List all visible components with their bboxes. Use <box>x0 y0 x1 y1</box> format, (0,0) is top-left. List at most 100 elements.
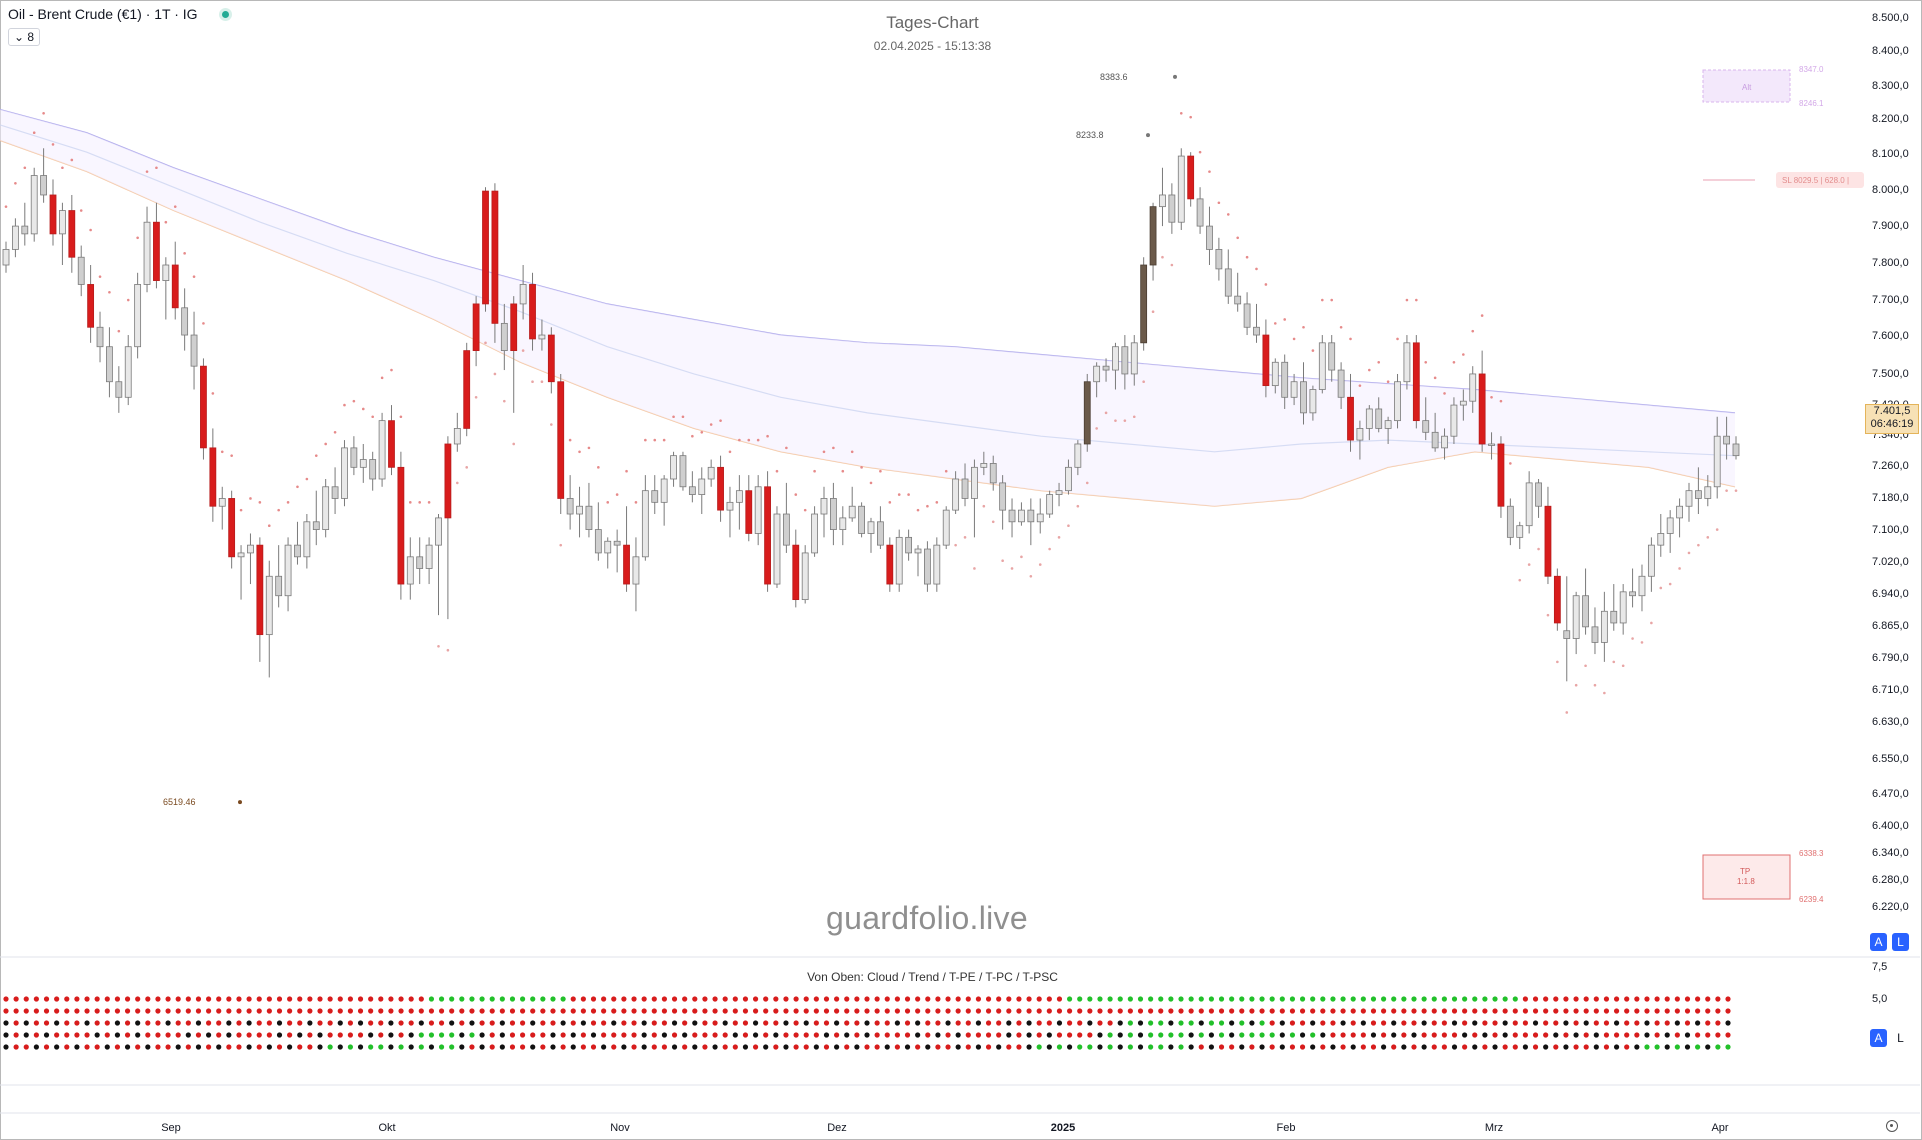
auto-scale-button[interactable]: A <box>1870 933 1887 951</box>
indicator-dot <box>1654 1044 1660 1050</box>
psar-dot <box>14 182 17 185</box>
indicator-dot <box>580 1020 586 1026</box>
settings-icon[interactable] <box>1886 1120 1898 1132</box>
indicator-dot <box>823 1032 830 1038</box>
symbol-header[interactable]: Oil - Brent Crude (€1) · 1T · IG <box>8 6 229 22</box>
indicator-dot <box>388 1020 394 1026</box>
candle-body <box>1629 591 1636 597</box>
indicator-dot <box>813 1020 819 1026</box>
indicator-dot <box>499 996 505 1002</box>
indicator-dot <box>1249 1008 1255 1014</box>
candle-body <box>924 548 931 585</box>
indicator-dot <box>1583 1044 1589 1050</box>
indicator-dot <box>1634 1008 1640 1014</box>
indicator-dot <box>1472 1044 1478 1050</box>
candle-layer <box>2 148 1740 682</box>
psar-dot <box>1631 637 1634 640</box>
indicator-dot <box>1198 996 1204 1002</box>
take-profit-top-label: 6338.3 <box>1799 849 1824 858</box>
indicator-dot <box>1208 996 1214 1002</box>
indicator-dot <box>1512 1044 1518 1050</box>
candle-body <box>12 225 19 250</box>
indicator-dot <box>1006 1008 1012 1014</box>
chart-title-block: Tages-Chart 02.04.2025 - 15:13:38 <box>0 13 1865 53</box>
price-tick-label: 6.550,0 <box>1872 753 1909 765</box>
psar-dot <box>1556 660 1559 664</box>
psar-dot <box>1029 574 1033 578</box>
psar-dot <box>1621 664 1625 668</box>
indicator-log-scale-button[interactable]: L <box>1892 1029 1909 1047</box>
indicator-dot <box>124 1020 131 1026</box>
indicator-auto-scale-button[interactable]: A <box>1870 1029 1887 1047</box>
indicator-dot <box>1299 996 1306 1002</box>
indicator-dot <box>287 1020 293 1026</box>
indicator-dot <box>13 1020 19 1026</box>
indicator-dot <box>307 1008 313 1014</box>
candle-body <box>162 264 170 281</box>
candle-body <box>106 346 113 383</box>
indicator-dot <box>1421 1032 1427 1038</box>
indicator-dot <box>1208 1044 1214 1050</box>
candle-body <box>1563 630 1571 639</box>
price-annotation-label: 6519.46 <box>163 797 196 807</box>
candle-body <box>1347 396 1354 441</box>
indicator-dot <box>651 1032 657 1038</box>
indicator-dot <box>1684 996 1691 1002</box>
indicator-dot <box>915 1020 921 1026</box>
indicator-dot <box>1613 1020 1620 1026</box>
candle-body <box>1168 194 1176 223</box>
psar-dot <box>1650 621 1653 625</box>
indicator-dot <box>1117 1008 1123 1014</box>
indicator-dot <box>469 1008 475 1014</box>
indicator-dot <box>1573 1008 1579 1014</box>
psar-dot <box>1659 586 1663 590</box>
indicator-dot <box>742 1020 749 1026</box>
indicator-dot <box>570 1032 576 1038</box>
indicator-dot <box>1310 996 1316 1002</box>
indicator-dot <box>611 996 617 1002</box>
indicator-dot <box>682 1008 688 1014</box>
indicator-collapse-button[interactable]: ⌄ 8 <box>8 28 41 46</box>
candle-body <box>1253 326 1260 336</box>
candle-body <box>1657 533 1665 546</box>
indicator-dot <box>1350 1032 1356 1038</box>
indicator-dot <box>1522 1044 1529 1050</box>
indicator-dot <box>449 996 455 1002</box>
psar-dot <box>258 501 262 504</box>
price-tick-label: 7.700,0 <box>1872 294 1909 306</box>
indicator-dot <box>935 1044 941 1050</box>
indicator-dot <box>1502 1032 1508 1038</box>
psar-dot <box>61 166 64 170</box>
psar-dot <box>531 380 534 384</box>
log-scale-button[interactable]: L <box>1892 933 1909 951</box>
candle-body <box>1544 505 1552 577</box>
candle-body <box>1271 361 1279 387</box>
psar-dot <box>568 438 572 442</box>
indicator-dot <box>1684 1032 1691 1038</box>
indicator-dot <box>985 996 992 1002</box>
indicator-dot <box>1563 1008 1569 1014</box>
psar-dot <box>1311 349 1315 352</box>
indicator-dot <box>368 1044 374 1050</box>
indicator-dot <box>1279 1044 1285 1050</box>
price-tick-label: 6.710,0 <box>1872 684 1909 696</box>
psar-dot <box>70 158 74 162</box>
indicator-dot <box>945 1008 951 1014</box>
candle-body <box>585 505 593 530</box>
symbol-title[interactable]: Oil - Brent Crude (€1) · 1T · IG <box>8 6 198 22</box>
psar-dot <box>456 481 459 485</box>
indicator-dot <box>449 1008 455 1014</box>
indicator-dot <box>1725 1008 1731 1014</box>
indicator-dot <box>499 1044 505 1050</box>
indicator-dot <box>1472 1008 1478 1014</box>
indicator-dot <box>1046 1020 1052 1026</box>
candle-body <box>153 221 160 281</box>
psar-dot <box>1349 337 1352 341</box>
indicator-dot <box>175 1008 181 1014</box>
indicator-dot <box>904 996 911 1002</box>
psar-dot <box>982 504 986 508</box>
indicator-dot <box>74 1044 80 1050</box>
psar-dot <box>1574 683 1578 687</box>
indicator-dot <box>884 1008 890 1014</box>
